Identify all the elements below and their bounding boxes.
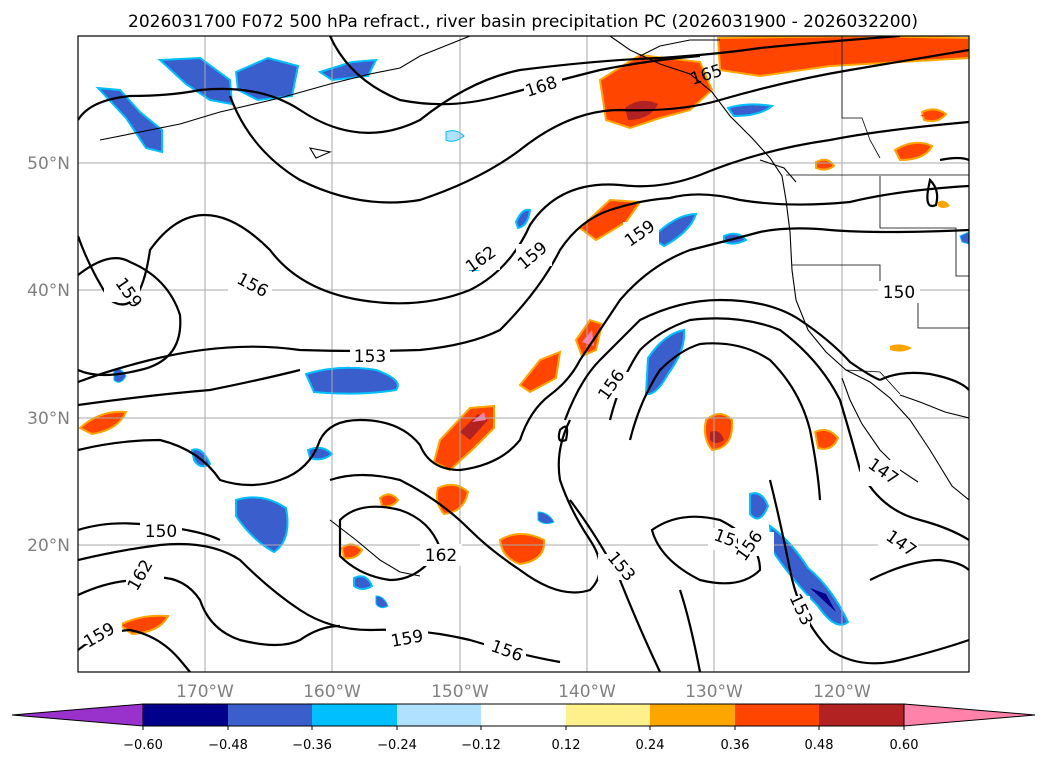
colorbar-tick: −0.24 [377,738,417,753]
colorbar-extend-low [11,703,144,727]
colorbar-bin [481,704,566,726]
lon-label: 150°W [431,682,489,702]
contour-label: 162 [425,546,457,566]
longitude-labels: 170°W 160°W 150°W 140°W 130°W 120°W [176,682,871,702]
colorbar-tick: −0.60 [123,738,163,753]
colorbar-extend-high [903,703,1036,727]
contour-label: 150 [883,283,915,303]
lon-label: 140°W [558,682,616,702]
colorbar-tick: −0.12 [461,738,501,753]
lat-label: 50°N [27,154,70,174]
colorbar-bin [312,704,397,726]
lat-label: 30°N [27,409,70,429]
colorbar-tick: −0.36 [292,738,332,753]
colorbar-bin [819,704,904,726]
latitude-labels: 50°N 40°N 30°N 20°N [27,154,70,556]
colorbar-tick: 0.12 [552,738,581,753]
lat-label: 40°N [27,281,70,301]
map-panel: 168 165 159 162 159 159 156 153 156 150 [77,35,970,673]
lat-label: 20°N [27,536,70,556]
contour-label: 150 [145,522,177,542]
colorbar-bin [735,704,819,726]
colorbar-bin [650,704,735,726]
colorbar-tick: −0.48 [208,738,248,753]
coastlines [99,36,969,577]
colorbar-tick: 0.24 [636,738,665,753]
colorbar: −0.60 −0.48 −0.36 −0.24 −0.12 0.12 0.24 … [11,703,1036,753]
lon-label: 160°W [303,682,361,702]
colorbar-bin [143,704,228,726]
colorbar-tick: 0.48 [805,738,834,753]
lon-label: 120°W [813,682,871,702]
colorbar-tick: 0.36 [721,738,750,753]
colorbar-bin [566,704,650,726]
colorbar-bin [228,704,312,726]
map-title: 2026031700 F072 500 hPa refract., river … [128,12,918,32]
colorbar-tick: 0.60 [890,738,919,753]
lon-label: 130°W [685,682,743,702]
contour-labels: 168 165 159 162 159 159 156 153 156 150 [80,61,920,666]
map-frame [77,35,970,673]
borders [786,36,969,395]
height-contours [78,36,969,672]
lon-label: 170°W [176,682,234,702]
colorbar-bin [397,704,481,726]
contour-label: 153 [354,347,386,367]
